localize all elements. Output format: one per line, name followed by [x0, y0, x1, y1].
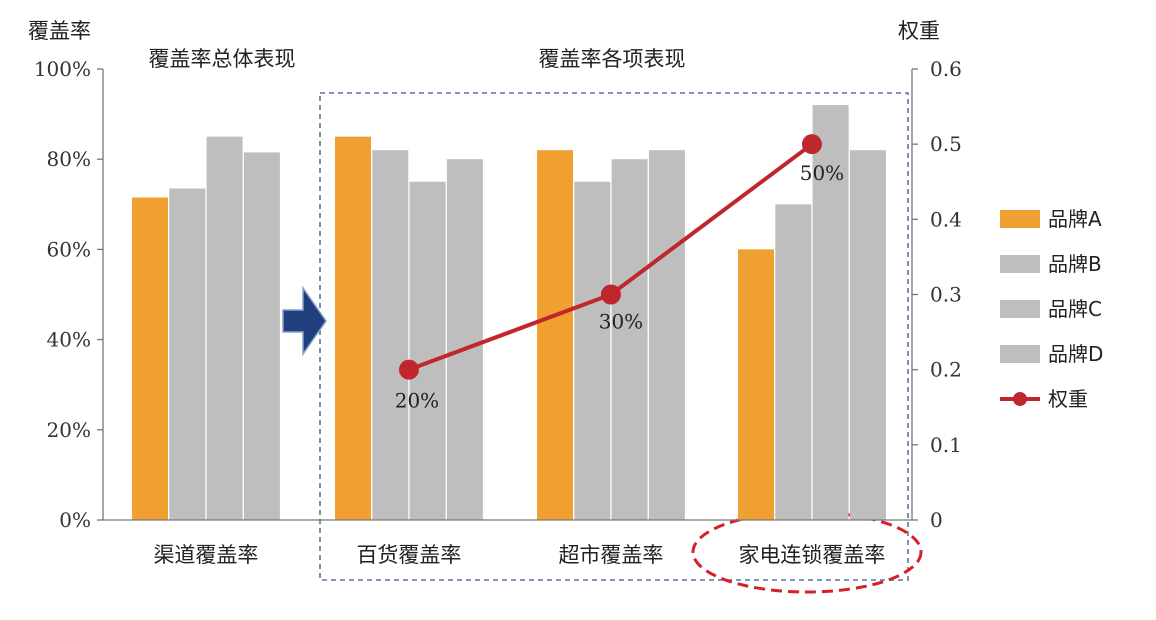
left-tick-label: 100%: [34, 57, 91, 81]
bar-品牌A-3: [738, 249, 774, 520]
weight-data-label: 30%: [599, 310, 643, 334]
right-tick-label: 0.2: [930, 358, 962, 382]
bar-品牌D-3: [849, 150, 886, 520]
bar-品牌D-0: [243, 152, 280, 520]
bar-品牌A-2: [537, 150, 573, 520]
legend-swatch-品牌C: [1000, 300, 1040, 318]
bar-品牌C-1: [409, 181, 446, 520]
left-axis-label: 覆盖率: [28, 19, 91, 43]
weight-point: [801, 134, 822, 155]
weight-data-label: 20%: [395, 389, 439, 413]
right-tick-label: 0.4: [930, 207, 962, 231]
section-right-title: 覆盖率各项表现: [539, 47, 686, 71]
weight-data-label: 50%: [800, 161, 844, 185]
bar-品牌B-3: [775, 204, 812, 521]
legend-swatch-品牌D: [1000, 345, 1040, 363]
legend-label: 品牌B: [1048, 252, 1102, 276]
category-label: 超市覆盖率: [558, 543, 663, 567]
left-tick-label: 40%: [47, 328, 91, 352]
category-label: 家电连锁覆盖率: [738, 543, 885, 567]
right-tick-label: 0.5: [930, 132, 962, 156]
bar-品牌C-2: [611, 159, 648, 520]
legend-swatch-品牌B: [1000, 255, 1040, 273]
legend-label: 权重: [1048, 387, 1088, 411]
bar-品牌A-1: [335, 136, 371, 520]
bar-品牌B-1: [372, 150, 409, 520]
legend-label: 品牌D: [1048, 342, 1103, 366]
left-tick-label: 20%: [47, 418, 91, 442]
right-tick-label: 0.3: [930, 283, 962, 307]
bar-品牌A-0: [132, 197, 168, 520]
bar-品牌B-0: [169, 188, 206, 520]
bar-品牌D-1: [446, 159, 483, 520]
legend-label: 品牌A: [1048, 207, 1102, 231]
legend-label: 品牌C: [1048, 297, 1102, 321]
category-label: 渠道覆盖率: [153, 543, 258, 567]
legend-swatch-品牌A: [1000, 210, 1040, 228]
right-tick-label: 0.1: [930, 433, 962, 457]
weight-point: [600, 284, 621, 305]
right-tick-label: 0: [930, 508, 943, 532]
bar-品牌C-3: [812, 105, 849, 520]
section-dashed-box: [319, 92, 909, 581]
bar-品牌B-2: [574, 181, 611, 520]
right-tick-label: 0.6: [930, 57, 962, 81]
legend-swatch-weight-point: [1013, 392, 1027, 406]
bar-品牌D-2: [648, 150, 685, 520]
left-tick-label: 60%: [47, 237, 91, 261]
left-tick-label: 0%: [59, 508, 91, 532]
right-axis-label: 权重: [898, 19, 940, 43]
section-left-title: 覆盖率总体表现: [149, 47, 296, 71]
left-tick-label: 80%: [47, 147, 91, 171]
category-label: 百货覆盖率: [356, 543, 461, 567]
weight-point: [398, 359, 419, 380]
bar-品牌C-0: [206, 136, 243, 520]
arrow-icon: [282, 285, 327, 357]
